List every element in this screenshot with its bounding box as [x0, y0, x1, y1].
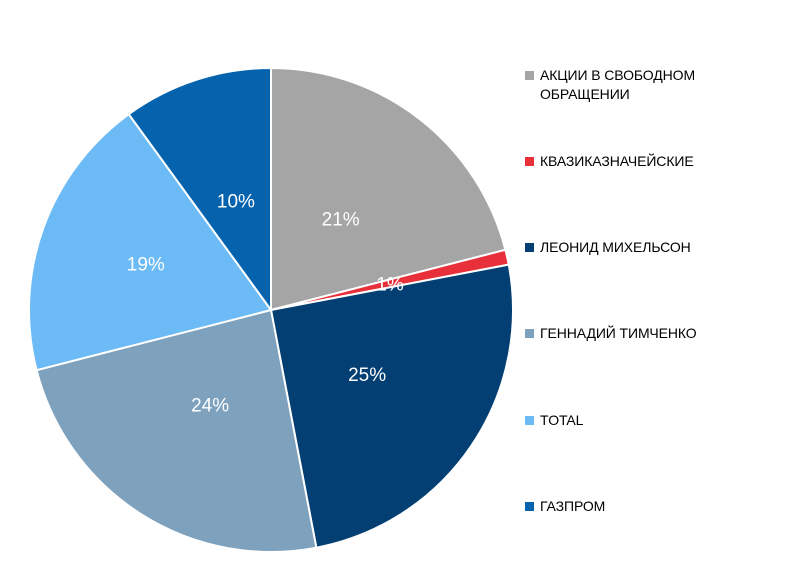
- legend-swatch: [525, 329, 534, 338]
- legend-item-gazprom: ГАЗПРОМ: [525, 497, 775, 516]
- pie-slice-labels: 21% 1% 25% 24% 19% 10%: [127, 191, 404, 416]
- legend-label: АКЦИИ В СВОБОДНОМ ОБРАЩЕНИИ: [540, 67, 696, 102]
- pie-slice-free-float: [270, 67, 507, 311]
- legend-item-timchenko: ГЕННАДИЙ ТИМЧЕНКО: [525, 324, 775, 343]
- legend-label: TOTAL: [540, 412, 584, 428]
- legend-swatch: [525, 157, 534, 166]
- legend-swatch: [525, 502, 534, 511]
- pie-slice-total: [28, 113, 272, 372]
- legend-item-free-float: АКЦИИ В СВОБОДНОМ ОБРАЩЕНИИ: [525, 66, 775, 104]
- pie-slices: [28, 67, 514, 553]
- slice-label-total: 19%: [127, 254, 165, 275]
- pie-slice-timchenko: [35, 309, 318, 553]
- slice-label-gazprom: 10%: [217, 191, 255, 212]
- legend-swatch: [525, 416, 534, 425]
- legend-label: ЛЕОНИД МИХЕЛЬСОН: [540, 239, 691, 255]
- slice-label-mikhelson: 25%: [348, 365, 386, 386]
- pie-slice-gazprom: [127, 67, 272, 311]
- slice-label-quasi-treasury: 1%: [376, 275, 404, 296]
- legend-label: КВАЗИКАЗНАЧЕЙСКИЕ: [540, 153, 694, 169]
- legend-item-mikhelson: ЛЕОНИД МИХЕЛЬСОН: [525, 238, 775, 257]
- legend-label: ГЕННАДИЙ ТИМЧЕНКО: [540, 325, 697, 341]
- slice-label-timchenko: 24%: [191, 396, 229, 417]
- slice-label-free-float: 21%: [322, 210, 360, 231]
- legend-item-total: TOTAL: [525, 411, 775, 430]
- legend-item-quasi-treasury: КВАЗИКАЗНАЧЕЙСКИЕ: [525, 152, 775, 171]
- legend-swatch: [525, 71, 534, 80]
- pie-slice-mikhelson: [270, 263, 514, 549]
- legend-swatch: [525, 243, 534, 252]
- legend-label: ГАЗПРОМ: [540, 498, 606, 514]
